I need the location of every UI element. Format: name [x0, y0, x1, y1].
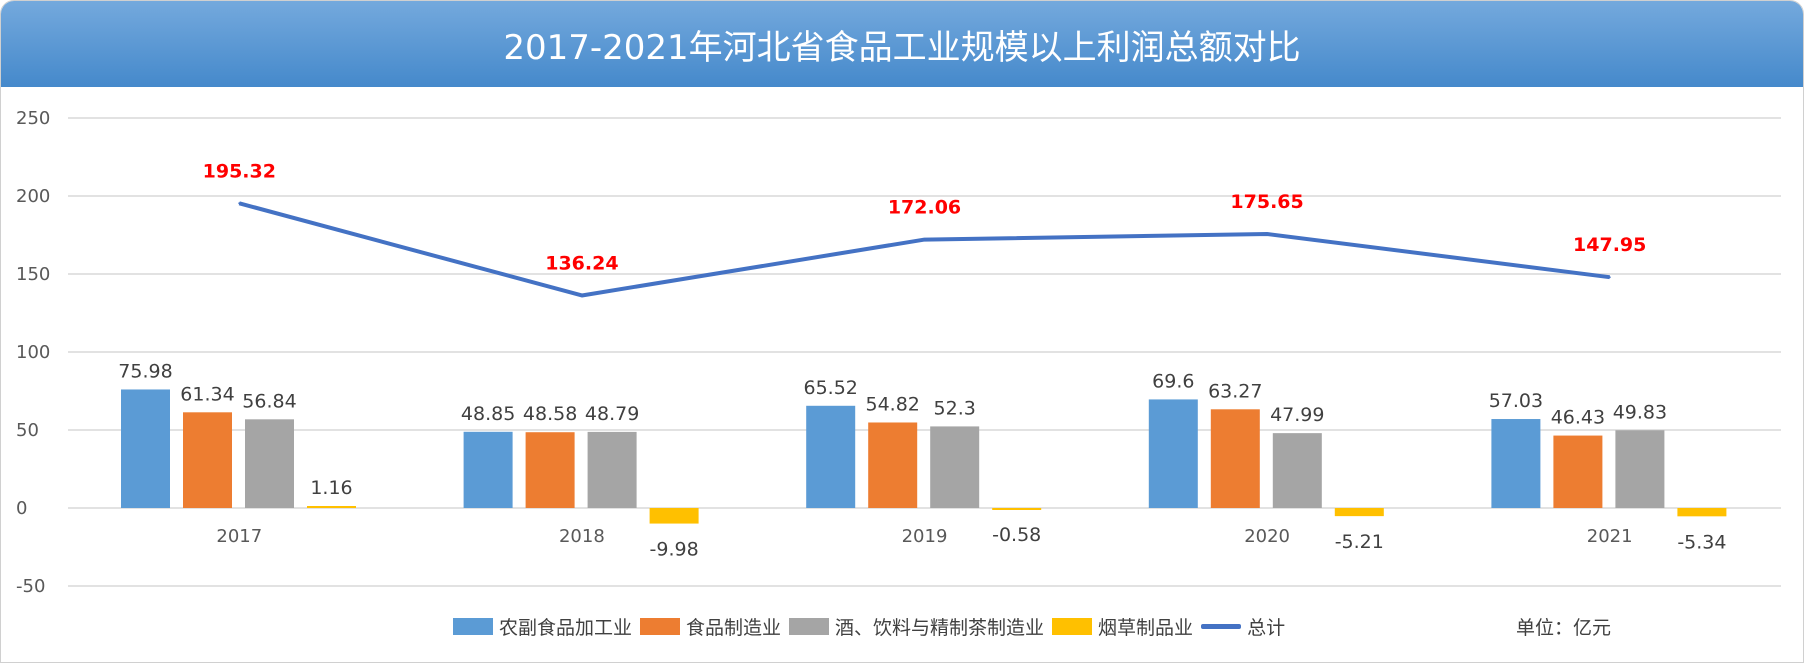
bar-data-label: 49.83 [1613, 401, 1667, 423]
legend-swatch [1201, 624, 1242, 629]
bar [930, 426, 980, 508]
bar [1148, 399, 1198, 508]
legend-item[interactable]: 总计 [1201, 613, 1285, 640]
y-tick-label: 150 [16, 264, 50, 285]
bar-data-label: 48.85 [461, 403, 515, 425]
x-tick-label: 2017 [216, 526, 262, 547]
bar [1210, 409, 1260, 508]
bar [463, 431, 513, 508]
bar-data-label: 52.3 [934, 397, 976, 419]
x-tick-label: 2020 [1244, 526, 1290, 547]
bar-data-label: 46.43 [1551, 407, 1605, 429]
line-point [238, 202, 241, 205]
bar [1334, 508, 1384, 517]
bar [1553, 435, 1603, 508]
bar [1491, 419, 1541, 508]
legend-swatch [640, 618, 681, 635]
line-data-label: 136.24 [545, 252, 618, 274]
legend-item[interactable]: 酒、饮料与精制茶制造业 [789, 613, 1044, 640]
bar-data-label: 48.79 [585, 403, 639, 425]
line-data-label: 175.65 [1230, 191, 1303, 213]
bar [587, 431, 637, 508]
bar [121, 389, 170, 508]
bar-data-label: -0.58 [992, 524, 1041, 546]
bar [183, 412, 232, 508]
legend-label: 酒、饮料与精制茶制造业 [835, 617, 1045, 639]
bar-data-label: 75.98 [118, 360, 172, 382]
bar-data-label: -5.34 [1677, 531, 1726, 553]
bar [245, 419, 294, 508]
bar [806, 405, 856, 508]
bar-data-label: 69.6 [1152, 370, 1194, 392]
bar [868, 422, 918, 508]
bar-data-label: 65.52 [803, 377, 857, 399]
legend: 农副食品加工业 食品制造业 酒、饮料与精制茶制造业 烟草制品业 总计 [453, 613, 1293, 640]
x-tick-label: 2021 [1587, 526, 1633, 547]
bar-data-label: 54.82 [865, 393, 919, 415]
y-tick-label: 0 [16, 498, 27, 519]
legend-item[interactable]: 烟草制品业 [1052, 613, 1193, 640]
x-tick-label: 2019 [902, 526, 948, 547]
line-data-label: 147.95 [1573, 234, 1646, 256]
bar-data-label: 63.27 [1208, 380, 1262, 402]
bar-data-label: 48.58 [523, 403, 577, 425]
line-point [580, 294, 583, 297]
legend-label: 农副食品加工业 [499, 617, 633, 639]
bar-data-label: 61.34 [180, 383, 234, 405]
bar [649, 508, 699, 524]
x-tick-label: 2018 [559, 526, 605, 547]
legend-swatch [453, 618, 493, 635]
y-tick-label: -50 [16, 576, 45, 597]
legend-label: 食品制造业 [686, 617, 782, 639]
bar [1677, 508, 1727, 517]
bar [992, 508, 1042, 510]
bar [1272, 433, 1322, 508]
bar [307, 506, 356, 508]
legend-swatch [789, 618, 830, 635]
bar [1615, 430, 1665, 508]
y-tick-label: 100 [16, 342, 50, 363]
line-point [1608, 276, 1611, 279]
bar-data-label: -5.21 [1335, 531, 1384, 553]
y-tick-label: 50 [16, 420, 39, 441]
bar-data-label: 47.99 [1270, 404, 1324, 426]
bar-data-label: 56.84 [242, 390, 296, 412]
unit-label: 单位：亿元 [1516, 617, 1612, 639]
legend-item[interactable]: 食品制造业 [640, 613, 781, 640]
y-tick-label: 250 [16, 108, 50, 129]
bar-data-label: 57.03 [1489, 390, 1543, 412]
line-data-label: 195.32 [203, 160, 276, 182]
bar [525, 432, 575, 508]
legend-item[interactable]: 农副食品加工业 [453, 613, 632, 640]
legend-label: 总计 [1247, 617, 1286, 639]
line-point [923, 238, 926, 241]
line-data-label: 172.06 [888, 197, 961, 219]
line-point [1266, 232, 1269, 235]
y-tick-label: 200 [16, 186, 50, 207]
legend-swatch [1052, 618, 1093, 635]
chart-title: 2017-2021年河北省食品工业规模以上利润总额对比 [1, 1, 1803, 87]
legend-label: 烟草制品业 [1098, 617, 1194, 639]
bar-data-label: 1.16 [310, 477, 352, 499]
bar-data-label: -9.98 [650, 539, 699, 561]
